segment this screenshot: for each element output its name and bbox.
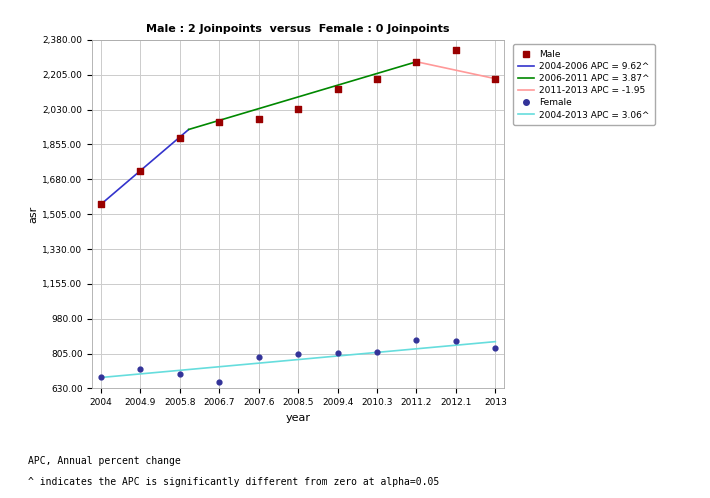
Point: [253, 353, 264, 361]
Point: [450, 337, 462, 345]
Point: [332, 349, 344, 357]
Point: [371, 348, 383, 356]
Text: ^ indicates the APC is significantly different from zero at alpha=0.05: ^ indicates the APC is significantly dif…: [28, 477, 439, 487]
Point: [490, 344, 501, 352]
Point: [253, 115, 264, 123]
Point: [95, 200, 106, 208]
Y-axis label: asr: asr: [28, 206, 38, 223]
Point: [450, 46, 462, 54]
Point: [214, 378, 225, 386]
Text: APC, Annual percent change: APC, Annual percent change: [28, 456, 181, 466]
Legend: Male, 2004-2006 APC = 9.62^, 2006-2011 APC = 3.87^, 2011-2013 APC = -1.95, Femal: Male, 2004-2006 APC = 9.62^, 2006-2011 A…: [513, 44, 655, 125]
Point: [174, 370, 185, 377]
Point: [411, 336, 422, 344]
X-axis label: year: year: [285, 413, 311, 423]
Point: [135, 365, 146, 373]
Point: [135, 167, 146, 175]
Point: [95, 374, 106, 381]
Point: [490, 75, 501, 83]
Point: [174, 134, 185, 142]
Point: [411, 58, 422, 66]
Point: [293, 105, 304, 113]
Point: [293, 350, 304, 358]
Title: Male : 2 Joinpoints  versus  Female : 0 Joinpoints: Male : 2 Joinpoints versus Female : 0 Jo…: [146, 23, 450, 33]
Point: [214, 118, 225, 125]
Point: [332, 85, 344, 93]
Point: [371, 75, 383, 83]
